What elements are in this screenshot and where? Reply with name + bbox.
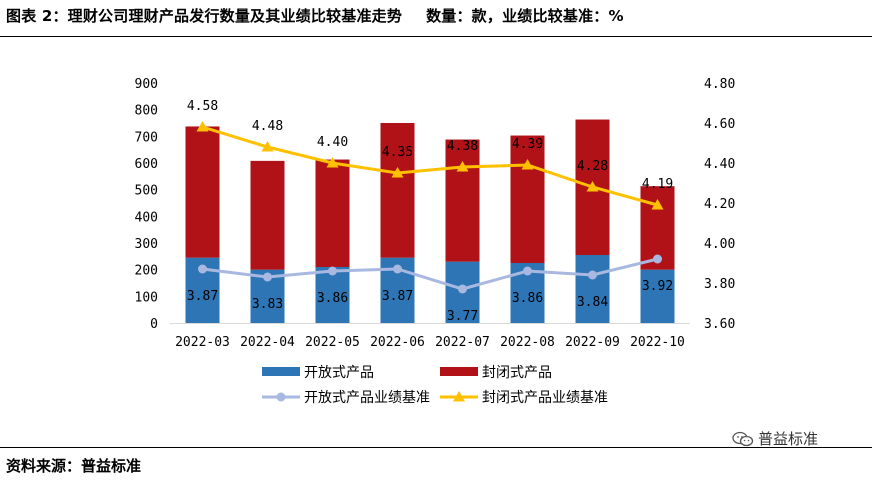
closed-benchmark-label: 4.48 (252, 119, 283, 134)
legend-label-open-benchmark: 开放式产品业绩基准 (304, 389, 430, 406)
closed-benchmark-point (261, 141, 274, 152)
left-tick-label: 700 (135, 130, 158, 145)
bar-closed (315, 159, 350, 267)
open-benchmark-label: 3.87 (382, 289, 413, 304)
right-tick-label: 4.00 (704, 237, 735, 252)
legend-label-closed-benchmark: 封闭式产品业绩基准 (482, 389, 608, 406)
legend-label-open: 开放式产品 (304, 365, 374, 381)
closed-benchmark-point (521, 159, 534, 170)
bar-open (315, 267, 350, 323)
bar-closed (185, 126, 220, 258)
open-benchmark-point (653, 254, 662, 264)
closed-benchmark-point (196, 121, 209, 132)
right-tick-label: 4.60 (704, 117, 735, 132)
open-benchmark-label: 3.86 (317, 291, 348, 306)
right-tick-label: 3.60 (704, 317, 735, 332)
right-tick-label: 4.40 (704, 157, 735, 172)
left-tick-label: 900 (135, 77, 158, 92)
wechat-icon (732, 431, 754, 447)
bar-closed (250, 160, 285, 270)
open-benchmark-point (458, 284, 467, 294)
x-tick-label: 2022-05 (305, 335, 360, 350)
bar-closed (510, 135, 545, 263)
open-benchmark-label: 3.87 (187, 289, 218, 304)
open-benchmark-point (588, 270, 597, 280)
left-tick-label: 300 (135, 237, 158, 252)
legend-marker-open-benchmark (276, 392, 286, 402)
closed-benchmark-label: 4.39 (512, 137, 543, 152)
source-note: 资料来源：普益标准 (6, 457, 142, 475)
closed-benchmark-line (202, 125, 658, 207)
open-benchmark-point (198, 264, 207, 274)
open-benchmark-point (263, 272, 272, 282)
bar-closed (380, 123, 415, 258)
closed-benchmark-label: 4.40 (317, 135, 348, 150)
legend-label-closed: 封闭式产品 (482, 365, 552, 381)
right-tick-label: 4.20 (704, 197, 735, 212)
closed-benchmark-point (326, 157, 339, 168)
x-tick-label: 2022-04 (240, 335, 295, 350)
open-benchmark-label: 3.92 (642, 279, 673, 294)
left-tick-label: 800 (135, 104, 158, 119)
open-benchmark-point (328, 266, 337, 276)
bar-closed (445, 139, 480, 262)
bar-open (640, 269, 675, 323)
legend-swatch-closed (440, 367, 478, 376)
open-benchmark-line (202, 257, 658, 291)
closed-benchmark-label: 4.38 (447, 139, 478, 154)
open-benchmark-label: 3.83 (252, 297, 283, 312)
left-tick-label: 0 (150, 317, 158, 332)
closed-benchmark-point (456, 161, 469, 172)
left-tick-label: 600 (135, 157, 158, 172)
open-benchmark-label: 3.77 (447, 309, 478, 324)
chart: 0 100 200 300 400 500 600 700 800 900 3.60 3.80 4.00… (135, 77, 736, 406)
open-benchmark-label: 3.86 (512, 291, 543, 306)
open-benchmark-label: 3.84 (577, 295, 608, 310)
x-tick-label: 2022-08 (500, 335, 555, 350)
closed-benchmark-label: 4.58 (187, 99, 218, 114)
figure-title-bar: 图表 2：理财公司理财产品发行数量及其业绩比较基准走势 数量：款，业绩比较基准：% (6, 5, 624, 26)
x-tick-label: 2022-09 (565, 335, 620, 350)
x-tick-label: 2022-07 (435, 335, 490, 350)
bottom-divider (0, 447, 872, 448)
legend-swatch-open (262, 367, 300, 376)
closed-benchmark-label: 4.28 (577, 159, 608, 174)
top-divider (0, 36, 872, 37)
right-tick-label: 3.80 (704, 277, 735, 292)
closed-benchmark-label: 4.19 (642, 177, 673, 192)
open-benchmark-point (393, 264, 402, 274)
watermark: 普益标准 (732, 428, 818, 449)
left-tick-label: 500 (135, 184, 158, 199)
right-tick-label: 4.80 (704, 77, 735, 92)
open-benchmark-point (523, 266, 532, 276)
closed-benchmark-label: 4.35 (382, 145, 413, 160)
x-tick-label: 2022-06 (370, 335, 425, 350)
legend-marker-closed-benchmark (453, 391, 465, 402)
closed-benchmark-point (586, 181, 599, 192)
x-tick-label: 2022-10 (630, 335, 685, 350)
x-tick-label: 2022-03 (175, 335, 230, 350)
units-note: 数量：款，业绩比较基准：% (426, 7, 624, 25)
figure-title: 图表 2：理财公司理财产品发行数量及其业绩比较基准走势 (6, 7, 403, 25)
closed-benchmark-point (651, 199, 664, 210)
closed-benchmark-point (391, 167, 404, 178)
bar-open (575, 255, 610, 323)
left-tick-label: 100 (135, 290, 158, 305)
left-tick-label: 200 (135, 264, 158, 279)
left-tick-label: 400 (135, 210, 158, 225)
watermark-text: 普益标准 (758, 430, 819, 448)
